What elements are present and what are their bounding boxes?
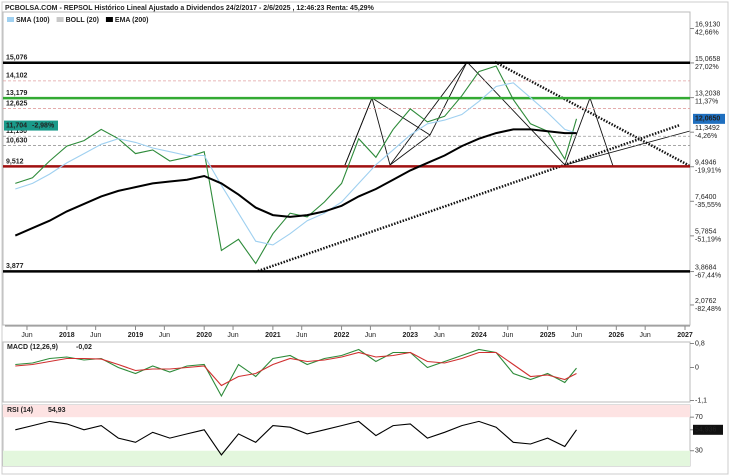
x-tick-label: 2026 <box>609 332 625 339</box>
level-label: 15,076 <box>6 55 28 62</box>
x-tick-label: Jun <box>571 332 582 339</box>
y-tick-percent: -19,91% <box>695 168 721 175</box>
x-tick-label: 2027 <box>677 332 693 339</box>
level-label: 10,630 <box>6 137 28 144</box>
x-tick-label: Jun <box>365 332 376 339</box>
panel-title: MACD (12,26,9) <box>7 344 58 351</box>
x-tick-label: 2020 <box>196 332 212 339</box>
y-tick-label: 0,8 <box>695 340 705 347</box>
value-box <box>693 424 723 435</box>
level-label: 9,512 <box>6 158 24 165</box>
legend-swatch <box>105 17 113 22</box>
series-line <box>15 420 577 456</box>
y-tick-label: 0 <box>695 364 699 371</box>
level-label: 11,130 <box>6 128 27 135</box>
level-label: 12,625 <box>6 100 28 107</box>
x-tick-label: 2025 <box>540 332 556 339</box>
x-tick-label: 2022 <box>334 332 350 339</box>
panel-frame <box>2 341 691 403</box>
y-tick-label: 54,936 <box>695 427 717 434</box>
panel-title: RSI (14) <box>7 407 33 414</box>
x-tick-label: Jun <box>502 332 513 339</box>
oversold-zone <box>3 450 690 466</box>
price-tag-label: 11,704 <box>6 122 27 129</box>
y-tick-label: 2,0762 <box>695 298 717 305</box>
y-tick-label: 70 <box>695 414 703 421</box>
panel-current: -0,02 <box>76 344 92 351</box>
y-tick-percent: -51,19% <box>695 237 721 244</box>
current-price: 12,0650 <box>695 116 720 123</box>
chart-title: PCBOLSA.COM - REPSOL Histórico Lineal Aj… <box>5 5 375 12</box>
y-tick-label: 7,6400 <box>695 194 717 201</box>
x-tick-label: Jun <box>227 332 238 339</box>
y-tick-percent: 42,66% <box>695 29 719 36</box>
y-tick-percent: 27,02% <box>695 64 719 71</box>
y-tick-label: 30 <box>695 448 703 455</box>
x-tick-label: 2019 <box>128 332 144 339</box>
x-tick-label: Jun <box>21 332 32 339</box>
x-tick-label: 2021 <box>265 332 281 339</box>
legend-label: BOLL (20) <box>66 17 99 24</box>
y-tick-label: 9,4946 <box>695 160 717 167</box>
y-tick-percent: -4,26% <box>695 133 717 140</box>
level-label: 3,877 <box>6 263 24 270</box>
overbought-zone <box>3 405 690 418</box>
panel-current: 54,93 <box>48 407 66 414</box>
y-tick-label: 5,7854 <box>695 229 717 236</box>
y-tick-percent: 11,37% <box>695 98 718 105</box>
series-line <box>15 351 577 387</box>
y-tick-percent: -82,48% <box>695 306 721 313</box>
y-tick-percent: -67,44% <box>695 272 721 279</box>
x-tick-label: Jun <box>159 332 170 339</box>
level-label: 13,179 <box>6 90 28 97</box>
x-tick-label: Jun <box>296 332 307 339</box>
x-tick-label: 2018 <box>59 332 75 339</box>
legend-swatch <box>7 17 14 22</box>
level-label: 14,102 <box>6 73 28 80</box>
price-tag-change: -2,98% <box>32 122 55 129</box>
legend-swatch <box>56 17 64 22</box>
series-line <box>14 128 577 237</box>
y-tick-label: -1,1 <box>695 397 707 404</box>
y-tick-label: 16,9130 <box>695 21 720 28</box>
x-tick-label: Jun <box>433 332 444 339</box>
series-line <box>15 82 577 246</box>
x-tick-label: 2024 <box>471 332 487 339</box>
x-tick-label: Jun <box>640 332 651 339</box>
y-tick-label: 11,3492 <box>695 125 720 132</box>
y-tick-label: 13,2038 <box>695 90 720 97</box>
y-tick-label: 3,8684 <box>695 264 717 271</box>
panel-frame <box>2 11 691 326</box>
x-tick-label: Jun <box>90 332 101 339</box>
legend-label: SMA (100) <box>16 17 50 24</box>
y-tick-label: 15,0658 <box>695 56 720 63</box>
y-tick-percent: -35,55% <box>695 202 721 209</box>
legend-label: EMA (200) <box>115 17 149 24</box>
price-tag-box <box>4 120 58 131</box>
price-box <box>693 113 725 124</box>
x-tick-label: 2023 <box>402 332 418 339</box>
